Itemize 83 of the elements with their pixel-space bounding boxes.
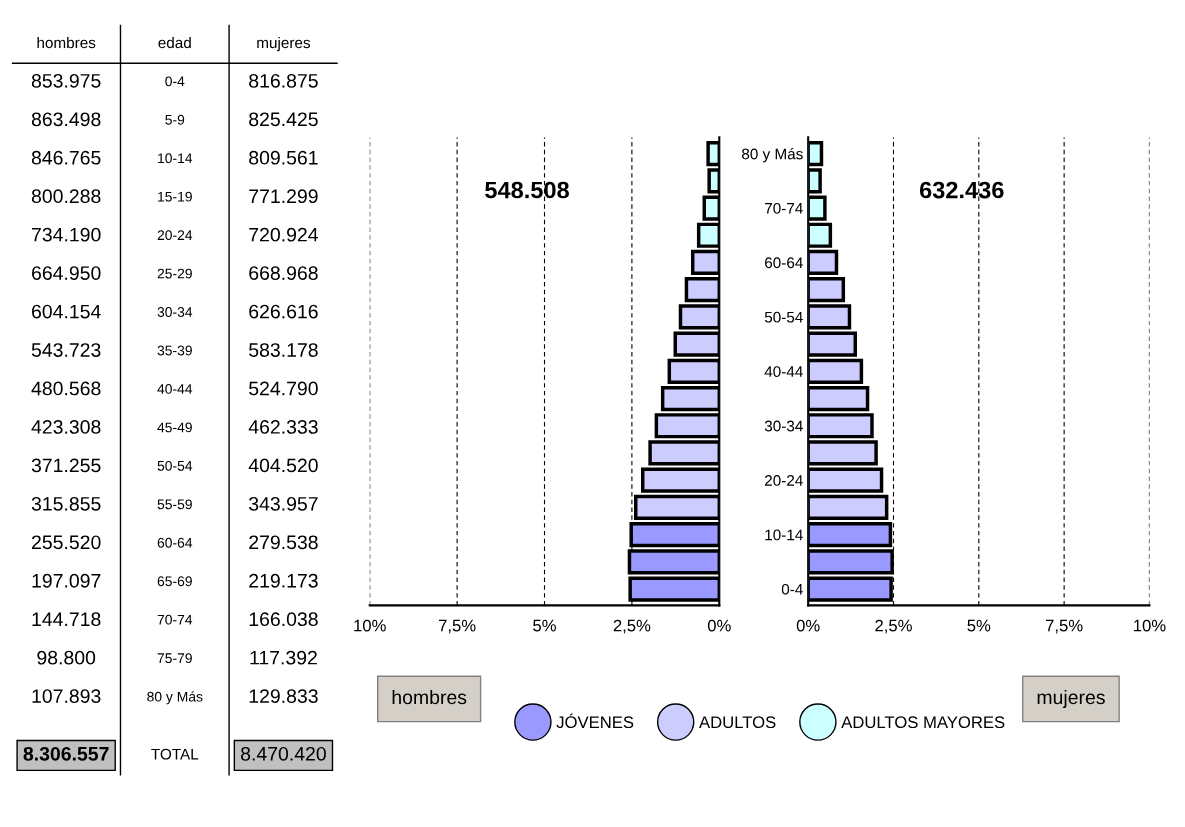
x-tick-label: 7,5% bbox=[438, 619, 476, 634]
data-label: 809.561 bbox=[249, 150, 318, 165]
annotation: 632.436 bbox=[919, 181, 1004, 199]
data-label: 800.288 bbox=[31, 189, 101, 204]
data-label: 771.299 bbox=[249, 189, 318, 204]
category-label: 35-39 bbox=[157, 345, 192, 356]
data-label: 863.498 bbox=[31, 112, 101, 127]
data-label: 664.950 bbox=[32, 266, 101, 280]
data-label: 98.800 bbox=[37, 650, 96, 665]
category-label: 70-74 bbox=[157, 614, 193, 625]
data-label: 107.893 bbox=[32, 689, 101, 703]
y-tick-label: 40-44 bbox=[764, 366, 803, 378]
category-label: 65-69 bbox=[157, 576, 192, 587]
data-label: 720.924 bbox=[249, 227, 318, 242]
data-label: 197.097 bbox=[32, 573, 101, 588]
legend-label: ADULTOS MAYORES bbox=[841, 716, 1005, 729]
data-label: 524.790 bbox=[249, 381, 318, 396]
data-label: 144.718 bbox=[32, 612, 101, 627]
category-label: 5-9 bbox=[165, 114, 185, 125]
data-label: 129.833 bbox=[249, 689, 318, 703]
data-label: 480.568 bbox=[31, 381, 101, 396]
x-tick-label: 2,5% bbox=[613, 619, 651, 634]
data-label: 626.616 bbox=[249, 304, 318, 319]
y-tick-label: 0-4 bbox=[781, 583, 803, 595]
x-tick-label: 0% bbox=[707, 619, 731, 632]
data-label: 583.178 bbox=[249, 343, 318, 357]
category-label: 75-79 bbox=[157, 653, 192, 664]
y-tick-label: 30-34 bbox=[764, 420, 803, 432]
y-tick-label: 70-74 bbox=[765, 202, 803, 214]
legend-label: JÓVENES bbox=[556, 713, 634, 729]
x-tick-label: 5% bbox=[967, 619, 991, 632]
data-label: 462.333 bbox=[248, 420, 318, 434]
data-label: 166.038 bbox=[249, 612, 318, 627]
annotation: 548.508 bbox=[485, 181, 569, 199]
legend-label: ADULTOS bbox=[699, 716, 776, 729]
x-tick-label: 2,5% bbox=[875, 619, 912, 634]
text: hombres bbox=[37, 36, 96, 49]
data-label: 423.308 bbox=[31, 420, 101, 434]
data-label: 404.520 bbox=[248, 458, 318, 473]
y-tick-label: 80 y Más bbox=[741, 147, 803, 163]
text: 8.306.557 bbox=[23, 746, 109, 761]
x-tick-label: 10% bbox=[1134, 619, 1166, 632]
y-tick-label: 60-64 bbox=[765, 257, 803, 269]
category-label: 80 y Más bbox=[147, 691, 203, 705]
category-label: 20-24 bbox=[157, 230, 193, 241]
text: 8.470.420 bbox=[241, 746, 326, 761]
category-label: 10-14 bbox=[158, 153, 193, 164]
x-axis-title: hombres bbox=[392, 689, 467, 705]
text: TOTAL bbox=[151, 748, 199, 760]
data-label: 543.723 bbox=[31, 343, 101, 357]
data-label: 816.875 bbox=[249, 73, 318, 88]
category-label: 55-59 bbox=[157, 499, 192, 510]
data-label: 219.173 bbox=[249, 573, 318, 588]
category-label: 15-19 bbox=[158, 191, 192, 202]
category-label: 60-64 bbox=[157, 537, 193, 548]
x-axis-title: mujeres bbox=[1037, 689, 1105, 709]
text: edad bbox=[158, 36, 191, 49]
category-label: 40-44 bbox=[157, 384, 193, 394]
data-label: 255.520 bbox=[32, 535, 101, 550]
text: mujeres bbox=[257, 36, 311, 52]
data-label: 343.957 bbox=[249, 496, 318, 511]
data-label: 117.392 bbox=[250, 650, 317, 665]
data-label: 668.968 bbox=[249, 266, 318, 280]
data-label: 734.190 bbox=[32, 227, 101, 242]
category-label: 25-29 bbox=[157, 268, 192, 279]
category-label: 45-49 bbox=[157, 422, 192, 433]
data-label: 371.255 bbox=[31, 458, 101, 473]
y-tick-label: 20-24 bbox=[765, 475, 803, 486]
y-tick-label: 50-54 bbox=[764, 311, 803, 323]
data-label: 604.154 bbox=[32, 304, 101, 319]
data-label: 853.975 bbox=[31, 73, 101, 88]
data-label: 279.538 bbox=[249, 535, 318, 550]
x-tick-label: 5% bbox=[533, 619, 556, 632]
x-tick-label: 10% bbox=[354, 619, 386, 632]
category-label: 50-54 bbox=[157, 460, 193, 471]
data-label: 315.855 bbox=[31, 496, 101, 511]
data-label: 825.425 bbox=[249, 112, 318, 127]
category-label: 30-34 bbox=[157, 307, 193, 317]
category-label: 0-4 bbox=[165, 76, 185, 87]
data-label: 846.765 bbox=[31, 150, 101, 165]
x-tick-label: 7,5% bbox=[1045, 619, 1083, 634]
x-tick-label: 0% bbox=[796, 619, 820, 632]
y-tick-label: 10-14 bbox=[765, 529, 803, 541]
